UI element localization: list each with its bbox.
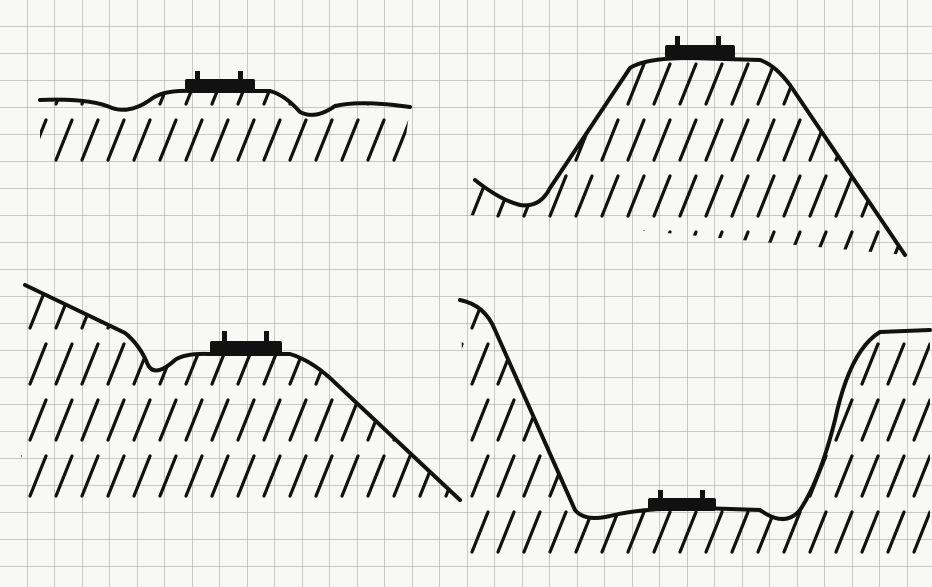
rail bbox=[264, 331, 269, 342]
rail bbox=[195, 71, 200, 80]
rail bbox=[716, 36, 721, 46]
rail bbox=[700, 490, 705, 499]
rail bbox=[222, 331, 227, 342]
track bbox=[665, 45, 735, 58]
sketch-paper bbox=[0, 0, 932, 587]
track bbox=[185, 79, 255, 92]
rail bbox=[675, 36, 680, 46]
track bbox=[210, 341, 282, 355]
track bbox=[648, 498, 716, 511]
rail bbox=[658, 490, 663, 499]
page bbox=[0, 0, 932, 587]
rail bbox=[238, 71, 243, 80]
